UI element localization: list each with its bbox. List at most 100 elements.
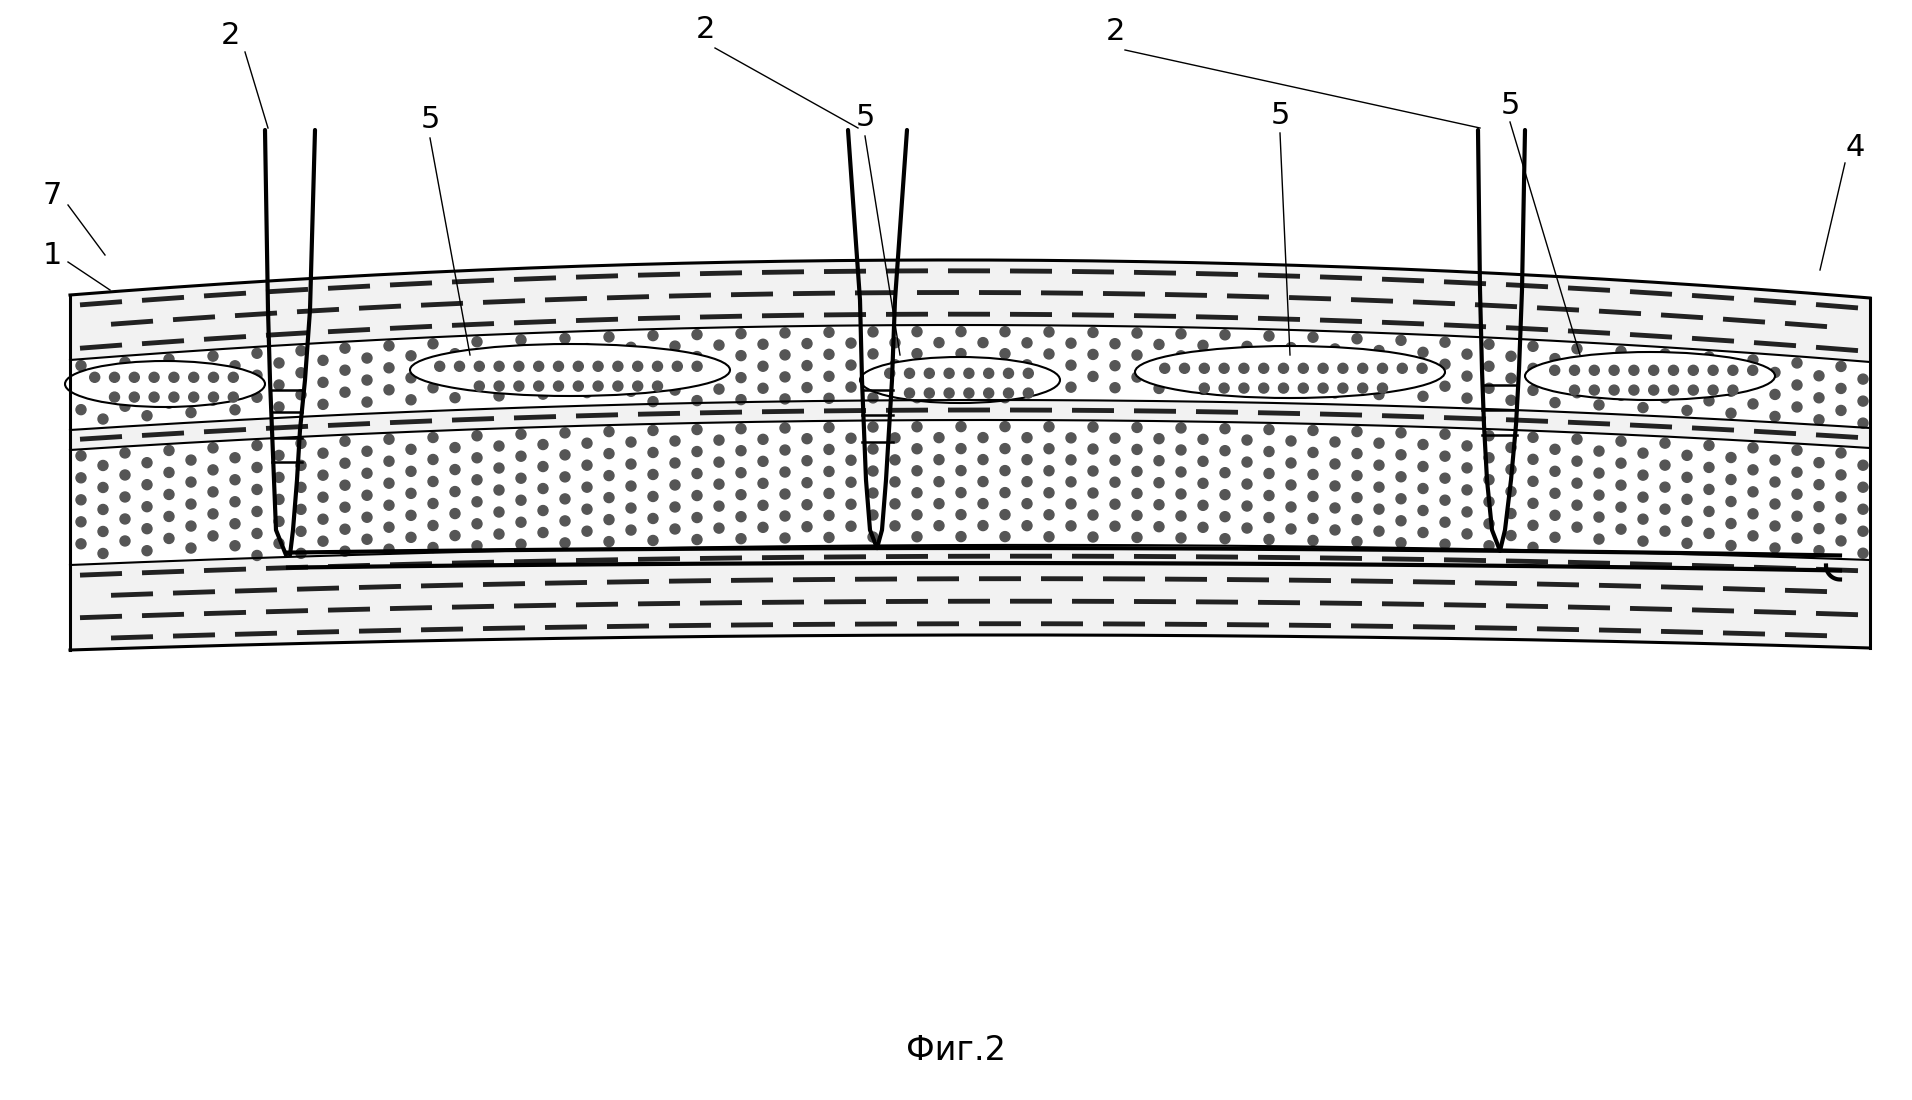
Circle shape (560, 377, 570, 387)
Circle shape (692, 491, 702, 501)
Circle shape (1616, 346, 1625, 356)
Circle shape (1792, 402, 1801, 412)
Circle shape (824, 422, 834, 432)
Circle shape (1639, 536, 1648, 546)
Circle shape (1352, 493, 1361, 503)
Circle shape (1572, 434, 1581, 444)
Circle shape (516, 451, 526, 461)
Circle shape (1308, 354, 1317, 364)
Circle shape (1243, 363, 1252, 373)
Circle shape (340, 525, 350, 535)
Circle shape (956, 421, 966, 431)
Circle shape (1727, 386, 1736, 396)
Circle shape (1858, 460, 1868, 470)
Circle shape (692, 374, 702, 384)
Circle shape (1610, 385, 1619, 395)
Circle shape (1639, 448, 1648, 458)
Circle shape (736, 373, 746, 383)
Circle shape (1396, 494, 1405, 504)
Circle shape (1287, 524, 1296, 534)
Circle shape (428, 520, 438, 530)
Circle shape (1528, 363, 1537, 373)
Circle shape (472, 359, 482, 369)
Circle shape (801, 339, 813, 349)
Circle shape (904, 388, 914, 398)
Circle shape (1683, 494, 1692, 504)
Circle shape (1507, 508, 1516, 518)
Circle shape (1331, 388, 1340, 398)
Circle shape (692, 330, 702, 340)
Circle shape (1176, 351, 1185, 361)
Circle shape (1243, 524, 1252, 534)
Circle shape (1616, 390, 1625, 400)
Circle shape (1088, 372, 1097, 382)
Circle shape (1507, 351, 1516, 361)
Circle shape (189, 372, 199, 383)
Circle shape (1264, 469, 1273, 478)
Circle shape (296, 367, 306, 377)
Circle shape (1771, 455, 1780, 465)
Circle shape (1748, 399, 1757, 409)
Circle shape (692, 447, 702, 456)
Circle shape (1639, 359, 1648, 369)
Circle shape (252, 349, 262, 359)
Circle shape (1317, 383, 1329, 393)
Circle shape (1507, 530, 1516, 540)
Circle shape (1792, 512, 1801, 521)
Circle shape (1814, 524, 1824, 534)
Circle shape (428, 454, 438, 464)
Circle shape (1023, 388, 1032, 398)
Circle shape (340, 437, 350, 447)
Circle shape (1243, 480, 1252, 490)
Circle shape (229, 475, 241, 485)
Circle shape (1176, 424, 1185, 433)
Circle shape (648, 492, 658, 502)
Circle shape (164, 398, 174, 408)
Circle shape (1792, 379, 1801, 390)
Circle shape (1639, 381, 1648, 390)
Circle shape (1338, 383, 1348, 393)
Circle shape (1264, 353, 1273, 363)
Circle shape (1004, 388, 1013, 398)
Circle shape (537, 462, 549, 472)
Circle shape (361, 469, 373, 478)
Circle shape (384, 341, 394, 351)
Ellipse shape (409, 344, 730, 396)
Circle shape (317, 536, 329, 547)
Circle shape (964, 368, 973, 378)
Circle shape (713, 362, 725, 372)
Circle shape (1814, 415, 1824, 425)
Circle shape (76, 361, 86, 371)
Circle shape (1507, 442, 1516, 452)
Circle shape (1616, 368, 1625, 378)
Circle shape (553, 361, 564, 372)
Circle shape (361, 513, 373, 522)
Circle shape (1155, 521, 1164, 531)
Circle shape (868, 349, 878, 359)
Circle shape (1595, 535, 1604, 544)
Circle shape (1088, 466, 1097, 476)
Circle shape (1771, 521, 1780, 531)
Circle shape (1000, 371, 1010, 381)
Circle shape (185, 408, 197, 418)
Circle shape (648, 470, 658, 480)
Circle shape (208, 487, 218, 497)
Circle shape (229, 361, 241, 371)
Circle shape (1111, 499, 1120, 509)
Circle shape (824, 466, 834, 476)
Circle shape (317, 492, 329, 503)
Circle shape (1570, 385, 1579, 395)
Circle shape (164, 354, 174, 364)
Circle shape (208, 392, 218, 403)
Circle shape (736, 446, 746, 455)
Circle shape (1220, 446, 1229, 455)
Circle shape (801, 433, 813, 443)
Circle shape (801, 477, 813, 487)
Circle shape (1000, 509, 1010, 519)
Circle shape (1419, 370, 1428, 379)
Circle shape (120, 536, 130, 546)
Circle shape (1660, 482, 1669, 492)
Circle shape (1704, 462, 1713, 472)
Text: 7: 7 (42, 180, 61, 209)
Circle shape (933, 454, 945, 464)
